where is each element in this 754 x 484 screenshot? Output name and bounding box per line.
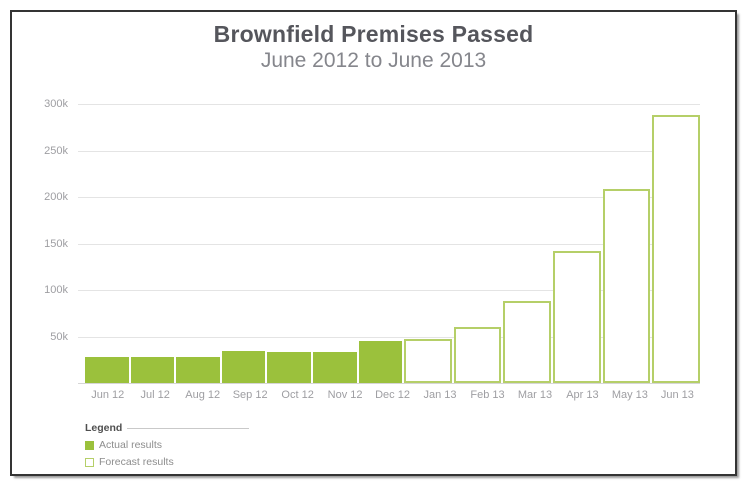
y-axis-label-250k: 250k (44, 144, 68, 157)
legend-rule (127, 428, 249, 429)
legend-item-forecast-results: Forecast results (85, 456, 249, 468)
y-axis-label-100k: 100k (44, 284, 68, 296)
gridline-200k (78, 197, 700, 198)
bar-oct-12 (267, 352, 312, 383)
legend-item-label: Actual results (99, 439, 163, 451)
x-axis-label-aug-12: Aug 12 (185, 389, 221, 401)
legend-header: Legend (85, 422, 249, 434)
bars-container (85, 104, 700, 383)
gridline-250k (78, 150, 700, 152)
chart-subtitle: June 2012 to June 2013 (260, 49, 487, 72)
bar-nov-12 (313, 352, 357, 383)
y-axis-label-150k: 150k (44, 237, 68, 250)
chart-card: Brownfield Premises Passed June 2012 to … (10, 10, 737, 476)
bar-jul-12 (130, 357, 175, 383)
x-axis-label-jan-13: Jan 13 (423, 389, 457, 401)
y-axis-label-300k: 300k (44, 98, 68, 110)
chart-title: Brownfield Premises Passed (213, 21, 534, 47)
bar-jun-13 (652, 115, 700, 383)
x-axis-label-may-13: May 13 (611, 389, 648, 401)
x-axis-label-feb-13: Feb 13 (470, 389, 505, 401)
legend-item-label: Forecast results (99, 456, 174, 468)
gridline-50k (78, 336, 700, 338)
x-axis-label-dec-12: Dec 12 (375, 389, 410, 401)
legend-item-actual-results: Actual results (85, 439, 249, 451)
x-axis-line (78, 383, 700, 384)
bar-mar-13 (503, 301, 552, 383)
bar-sep-12 (221, 351, 266, 383)
x-axis-label-mar-13: Mar 13 (517, 389, 553, 401)
y-axis-label-200k: 200k (44, 191, 68, 203)
gridline-150k (78, 243, 700, 245)
legend-heading: Legend (85, 422, 123, 434)
bar-aug-12 (176, 357, 220, 383)
x-axis-labels: Jun 12 Jul 12 Aug 12 Sep 12 Oct 12 Nov 12 Dec … (85, 389, 700, 401)
bar-may-13 (602, 189, 651, 383)
bar-jan-13 (404, 339, 452, 383)
forecast-swatch-icon (85, 457, 94, 467)
legend-items: Actual results Forecast results (85, 439, 249, 468)
x-axis-label-sep-12: Sep 12 (232, 389, 268, 401)
x-axis-label-apr-13: Apr 13 (566, 389, 599, 401)
y-axis-label-50k: 50k (50, 330, 68, 343)
plot-area: 50k 100k 150k 200k 250k 300k Jun 12 Jul 12 Aug … (12, 98, 735, 414)
x-axis-label-jun-12: Jun 12 (91, 389, 125, 401)
x-axis-label-jun-13: Jun 13 (660, 389, 694, 401)
gridline-100k (78, 290, 700, 291)
bar-dec-12 (358, 341, 403, 383)
legend: Legend Actual results Forecast results (85, 422, 249, 468)
x-axis-label-oct-12: Oct 12 (281, 389, 314, 401)
x-axis-label-nov-12: Nov 12 (327, 389, 363, 401)
bar-apr-13 (553, 251, 601, 383)
x-axis-label-jul-12: Jul 12 (140, 389, 170, 401)
bar-feb-13 (453, 327, 502, 383)
gridline-300k (78, 104, 700, 105)
bar-jun-12 (85, 357, 129, 383)
actual-swatch-icon (85, 440, 94, 450)
